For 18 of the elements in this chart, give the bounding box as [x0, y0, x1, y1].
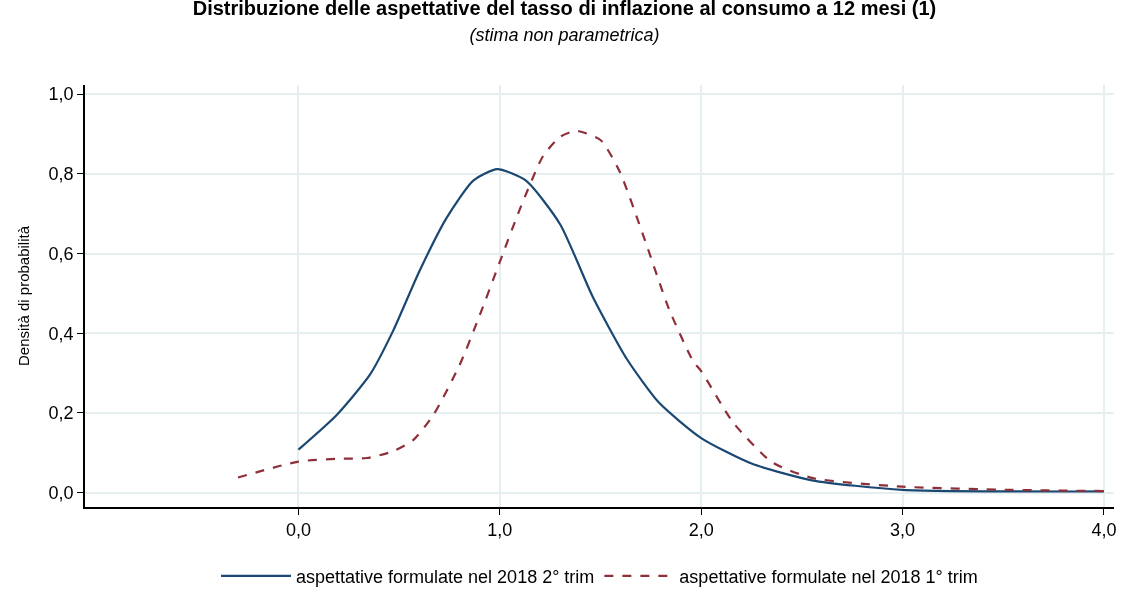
y-tick-label: 0,0: [48, 482, 74, 503]
y-tick-label: 0,6: [48, 243, 74, 264]
x-tick-label: 4,0: [1091, 520, 1117, 541]
y-tick-label: 0,8: [48, 164, 74, 185]
x-tick-label: 1,0: [487, 520, 513, 541]
line-series: [236, 129, 1106, 493]
x-tick-label: 2,0: [688, 520, 714, 541]
x-tick-label: 3,0: [890, 520, 916, 541]
chart-subtitle: (stima non parametrica): [469, 25, 660, 46]
y-tick-label: 0,2: [48, 403, 74, 424]
y-tick-label: 0,4: [48, 323, 74, 344]
legend-label: aspettative formulate nel 2018 1° trim: [679, 566, 978, 587]
x-tick-label: 0,0: [285, 520, 311, 541]
chart-title: Distribuzione delle aspettative del tasso di inflazione al consumo a 12 mesi (1): [192, 0, 937, 20]
line-series: [297, 167, 1106, 493]
y-tick-label: 1,0: [48, 84, 74, 105]
legend-label: aspettative formulate nel 2018 2° trim: [296, 566, 595, 587]
y-axis-title: Densità di probabilità: [15, 225, 33, 367]
